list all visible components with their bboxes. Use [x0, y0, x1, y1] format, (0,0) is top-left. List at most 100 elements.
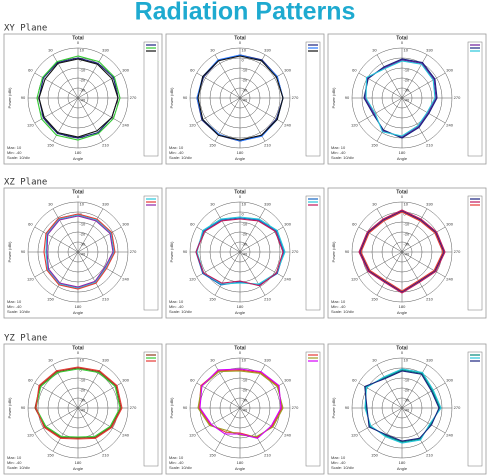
spoke — [358, 226, 403, 253]
x-axis-label: Angle — [73, 466, 84, 471]
angle-tick-label: 120 — [189, 123, 196, 128]
angle-tick-label: 270 — [130, 95, 137, 100]
spoke — [401, 407, 446, 434]
spoke — [34, 407, 79, 434]
spoke — [214, 54, 241, 99]
angle-tick-label: 300 — [446, 68, 453, 73]
angle-tick-label: 0 — [77, 40, 80, 45]
spoke — [401, 97, 446, 124]
angle-tick-label: 120 — [351, 123, 358, 128]
plot-note: Max: 10 — [7, 455, 22, 460]
plot-title: Total — [72, 345, 84, 351]
legend-box — [143, 195, 159, 311]
angle-tick-label: 90 — [21, 95, 26, 100]
spoke — [239, 407, 284, 434]
spoke — [401, 97, 428, 142]
plot-note: Min: -40 — [331, 150, 346, 155]
r-tick-label: 10 — [242, 48, 247, 53]
r-tick-label: 10 — [80, 202, 85, 207]
spoke — [34, 382, 79, 409]
angle-tick-label: 300 — [446, 378, 453, 383]
x-axis-label: Angle — [397, 466, 408, 471]
pattern-line — [199, 368, 282, 439]
angle-tick-label: 330 — [264, 201, 271, 206]
angle-tick-label: 210 — [264, 297, 271, 302]
r-tick-label: -40 — [242, 252, 249, 257]
r-tick-label: -20 — [242, 232, 249, 237]
angle-tick-label: 300 — [284, 68, 291, 73]
plot-note: Min: -40 — [7, 304, 22, 309]
angle-tick-label: 60 — [352, 222, 357, 227]
plot-note: Max: 10 — [331, 455, 346, 460]
plot-title: Total — [234, 345, 246, 351]
angle-tick-label: 240 — [122, 433, 129, 438]
angle-tick-label: 30 — [372, 201, 377, 206]
angle-tick-label: 0 — [239, 194, 242, 199]
angle-tick-label: 120 — [189, 433, 196, 438]
angle-tick-label: 180 — [237, 304, 244, 309]
legend-box — [305, 195, 321, 311]
angle-tick-label: 90 — [183, 95, 188, 100]
angle-tick-label: 150 — [47, 297, 54, 302]
x-axis-label: Angle — [235, 466, 246, 471]
panel-frame — [165, 343, 325, 475]
angle-tick-label: 330 — [426, 357, 433, 362]
spoke — [196, 407, 241, 434]
angle-tick-label: 30 — [48, 47, 53, 52]
pattern-line — [364, 368, 442, 444]
plot-panel: Total-40-30-20-1001003060901201501802102… — [165, 33, 325, 165]
angle-tick-label: 120 — [351, 277, 358, 282]
angle-tick-label: 210 — [102, 297, 109, 302]
angle-tick-label: 240 — [446, 433, 453, 438]
angle-tick-label: 60 — [190, 68, 195, 73]
angle-tick-label: 180 — [237, 150, 244, 155]
r-axis-label: Power (dBi) — [331, 397, 336, 419]
angle-tick-label: 90 — [21, 249, 26, 254]
panel-frame — [3, 343, 163, 475]
angle-tick-label: 30 — [48, 357, 53, 362]
r-tick-label: 10 — [242, 358, 247, 363]
spoke — [376, 407, 403, 452]
r-tick-label: -20 — [404, 388, 411, 393]
spoke — [77, 226, 122, 253]
r-tick-label: -40 — [404, 252, 411, 257]
plot-panel: Total-40-30-20-1001003060901201501802102… — [3, 33, 163, 165]
plot-note: Scale: 10/div — [331, 465, 354, 470]
plot-note: Scale: 10/div — [169, 309, 192, 314]
angle-tick-label: 180 — [399, 150, 406, 155]
plot-title: Total — [234, 189, 246, 195]
plot-note: Min: -40 — [331, 460, 346, 465]
legend-box — [467, 195, 483, 311]
angle-tick-label: 0 — [401, 40, 404, 45]
plot-title: Total — [396, 345, 408, 351]
angle-tick-label: 180 — [399, 460, 406, 465]
r-axis-label: Power (dBi) — [169, 397, 174, 419]
r-tick-label: 10 — [404, 358, 409, 363]
spoke — [376, 54, 403, 99]
angle-tick-label: 300 — [122, 378, 129, 383]
angle-tick-label: 150 — [371, 297, 378, 302]
legend-box — [305, 41, 321, 157]
r-tick-label: 0 — [80, 212, 83, 217]
angle-tick-label: 270 — [292, 95, 299, 100]
r-tick-label: -10 — [404, 222, 411, 227]
angle-tick-label: 180 — [75, 150, 82, 155]
spoke — [52, 97, 79, 142]
angle-tick-label: 240 — [122, 277, 129, 282]
pattern-line — [34, 367, 122, 439]
r-axis-label: Power (dBi) — [169, 241, 174, 263]
angle-tick-label: 90 — [345, 249, 350, 254]
pattern-line — [35, 366, 123, 440]
plot-note: Min: -40 — [169, 304, 184, 309]
spoke — [77, 382, 122, 409]
angle-tick-label: 270 — [130, 405, 137, 410]
r-tick-label: -10 — [80, 378, 87, 383]
angle-tick-label: 120 — [27, 277, 34, 282]
spoke — [376, 97, 403, 142]
pattern-line — [43, 213, 116, 290]
angle-tick-label: 150 — [209, 143, 216, 148]
plot-note: Min: -40 — [7, 460, 22, 465]
angle-tick-label: 180 — [399, 304, 406, 309]
angle-tick-label: 150 — [47, 143, 54, 148]
pattern-line — [364, 59, 437, 138]
